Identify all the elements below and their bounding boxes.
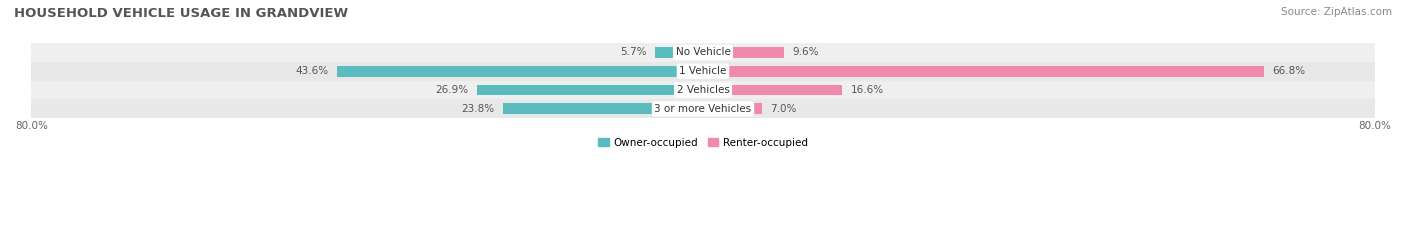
Bar <box>337 66 703 77</box>
Text: 5.7%: 5.7% <box>620 47 647 57</box>
Text: 7.0%: 7.0% <box>770 104 797 114</box>
Text: 3 or more Vehicles: 3 or more Vehicles <box>654 104 752 114</box>
Text: 26.9%: 26.9% <box>436 85 468 95</box>
Bar <box>31 81 1375 99</box>
Bar <box>31 99 1375 118</box>
Bar <box>503 103 703 114</box>
Bar <box>703 103 762 114</box>
Legend: Owner-occupied, Renter-occupied: Owner-occupied, Renter-occupied <box>595 134 811 152</box>
Bar <box>477 85 703 96</box>
Text: 2 Vehicles: 2 Vehicles <box>676 85 730 95</box>
Bar <box>31 43 1375 62</box>
Text: 1 Vehicle: 1 Vehicle <box>679 66 727 76</box>
Bar <box>703 85 842 96</box>
Text: 9.6%: 9.6% <box>792 47 818 57</box>
Text: 23.8%: 23.8% <box>461 104 495 114</box>
Text: 16.6%: 16.6% <box>851 85 884 95</box>
Text: No Vehicle: No Vehicle <box>675 47 731 57</box>
Bar <box>31 62 1375 81</box>
Text: 43.6%: 43.6% <box>295 66 329 76</box>
Bar <box>703 47 783 58</box>
Text: 66.8%: 66.8% <box>1272 66 1305 76</box>
Text: Source: ZipAtlas.com: Source: ZipAtlas.com <box>1281 7 1392 17</box>
Bar <box>655 47 703 58</box>
Text: HOUSEHOLD VEHICLE USAGE IN GRANDVIEW: HOUSEHOLD VEHICLE USAGE IN GRANDVIEW <box>14 7 349 20</box>
Bar <box>703 66 1264 77</box>
